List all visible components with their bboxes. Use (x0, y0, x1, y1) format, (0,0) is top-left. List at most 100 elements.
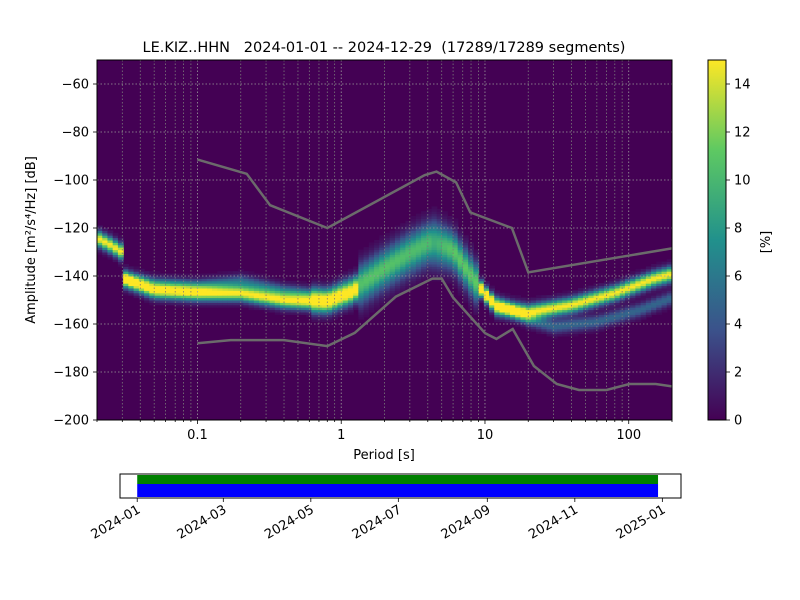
density-cell (337, 285, 344, 289)
density-cell (509, 300, 516, 303)
density-cell (483, 300, 490, 303)
x-tick-label: 0.1 (187, 428, 208, 443)
density-cell (389, 235, 396, 239)
density-cell (656, 304, 663, 308)
density-cell (107, 237, 114, 241)
x-tick-label: 100 (616, 428, 641, 443)
density-cell (536, 295, 542, 299)
density-cell (640, 314, 647, 318)
density-cell (583, 307, 589, 311)
density-cell (468, 300, 474, 303)
density-cell (541, 300, 548, 303)
density-cell (567, 302, 574, 306)
density-cell (457, 249, 464, 253)
density-cell (295, 300, 302, 303)
density-cell (509, 304, 516, 308)
density-cell (504, 300, 511, 303)
density-cell (656, 266, 663, 270)
density-cell (557, 316, 563, 320)
density-cell (651, 285, 657, 289)
density-cell (562, 300, 569, 303)
density-cell (217, 302, 224, 306)
density-cell (473, 256, 480, 260)
density-cell (175, 300, 182, 303)
density-cell (656, 290, 663, 294)
density-cell (102, 235, 109, 239)
density-cell (196, 290, 203, 294)
density-cell (462, 249, 469, 253)
density-cell (651, 295, 657, 299)
density-cell (473, 278, 480, 282)
density-cell (572, 333, 579, 337)
density-cell (640, 280, 647, 284)
density-cell (525, 316, 532, 320)
density-cell (394, 225, 401, 229)
density-cell (421, 218, 427, 222)
density-cell (400, 280, 407, 284)
density-cell (253, 273, 260, 277)
density-cell (379, 290, 386, 294)
density-cell (164, 290, 171, 294)
density-cell (624, 288, 631, 291)
density-cell (264, 276, 271, 279)
density-cell (321, 304, 328, 308)
density-cell (342, 271, 349, 275)
density-cell (185, 304, 192, 308)
density-cell (159, 288, 166, 291)
density-cell (379, 292, 386, 296)
density-cell (468, 302, 474, 306)
density-cell (384, 249, 391, 253)
density-cell (630, 302, 637, 306)
low-noise-model-line (197, 277, 672, 392)
density-cell (614, 295, 621, 299)
density-cell (661, 290, 668, 294)
density-cell (405, 280, 412, 284)
density-cell (462, 300, 469, 303)
density-cell (421, 264, 427, 267)
density-cell (546, 314, 553, 318)
density-cell (483, 280, 490, 284)
density-cell (133, 283, 140, 287)
density-cell (212, 273, 218, 277)
density-cell (541, 304, 548, 308)
density-cell (447, 259, 454, 263)
density-cell (400, 242, 407, 246)
density-cell (374, 249, 380, 253)
density-cell (572, 321, 579, 325)
density-cell (473, 307, 480, 311)
density-cell (630, 307, 637, 311)
density-cell (645, 312, 652, 315)
density-cell (630, 312, 637, 315)
density-cell (389, 249, 396, 253)
density-cell (327, 280, 333, 284)
density-cell (546, 326, 553, 330)
density-cell (457, 232, 464, 236)
density-cell (442, 235, 448, 239)
density-cell (222, 280, 229, 284)
density-cell (374, 266, 380, 270)
density-cell (499, 319, 506, 323)
density-cell (572, 309, 579, 313)
density-cell (640, 268, 647, 272)
density-cell (332, 288, 339, 291)
density-cell (379, 244, 386, 248)
density-cell (415, 237, 422, 241)
density-cell (436, 264, 443, 267)
density-cell (614, 292, 621, 296)
density-cell (253, 295, 260, 299)
density-cell (123, 283, 129, 287)
density-cell (557, 304, 563, 308)
density-cell (290, 295, 297, 299)
density-cell (300, 295, 307, 299)
density-cell (342, 297, 349, 301)
density-cell (389, 261, 396, 265)
density-cell (201, 283, 208, 287)
density-cell (436, 220, 443, 224)
density-cell (619, 300, 626, 303)
density-cell (499, 309, 506, 313)
density-cell (337, 302, 344, 306)
density-cell (473, 254, 480, 258)
density-cell (442, 264, 448, 267)
density-cell (604, 326, 610, 330)
density-cell (316, 300, 323, 303)
